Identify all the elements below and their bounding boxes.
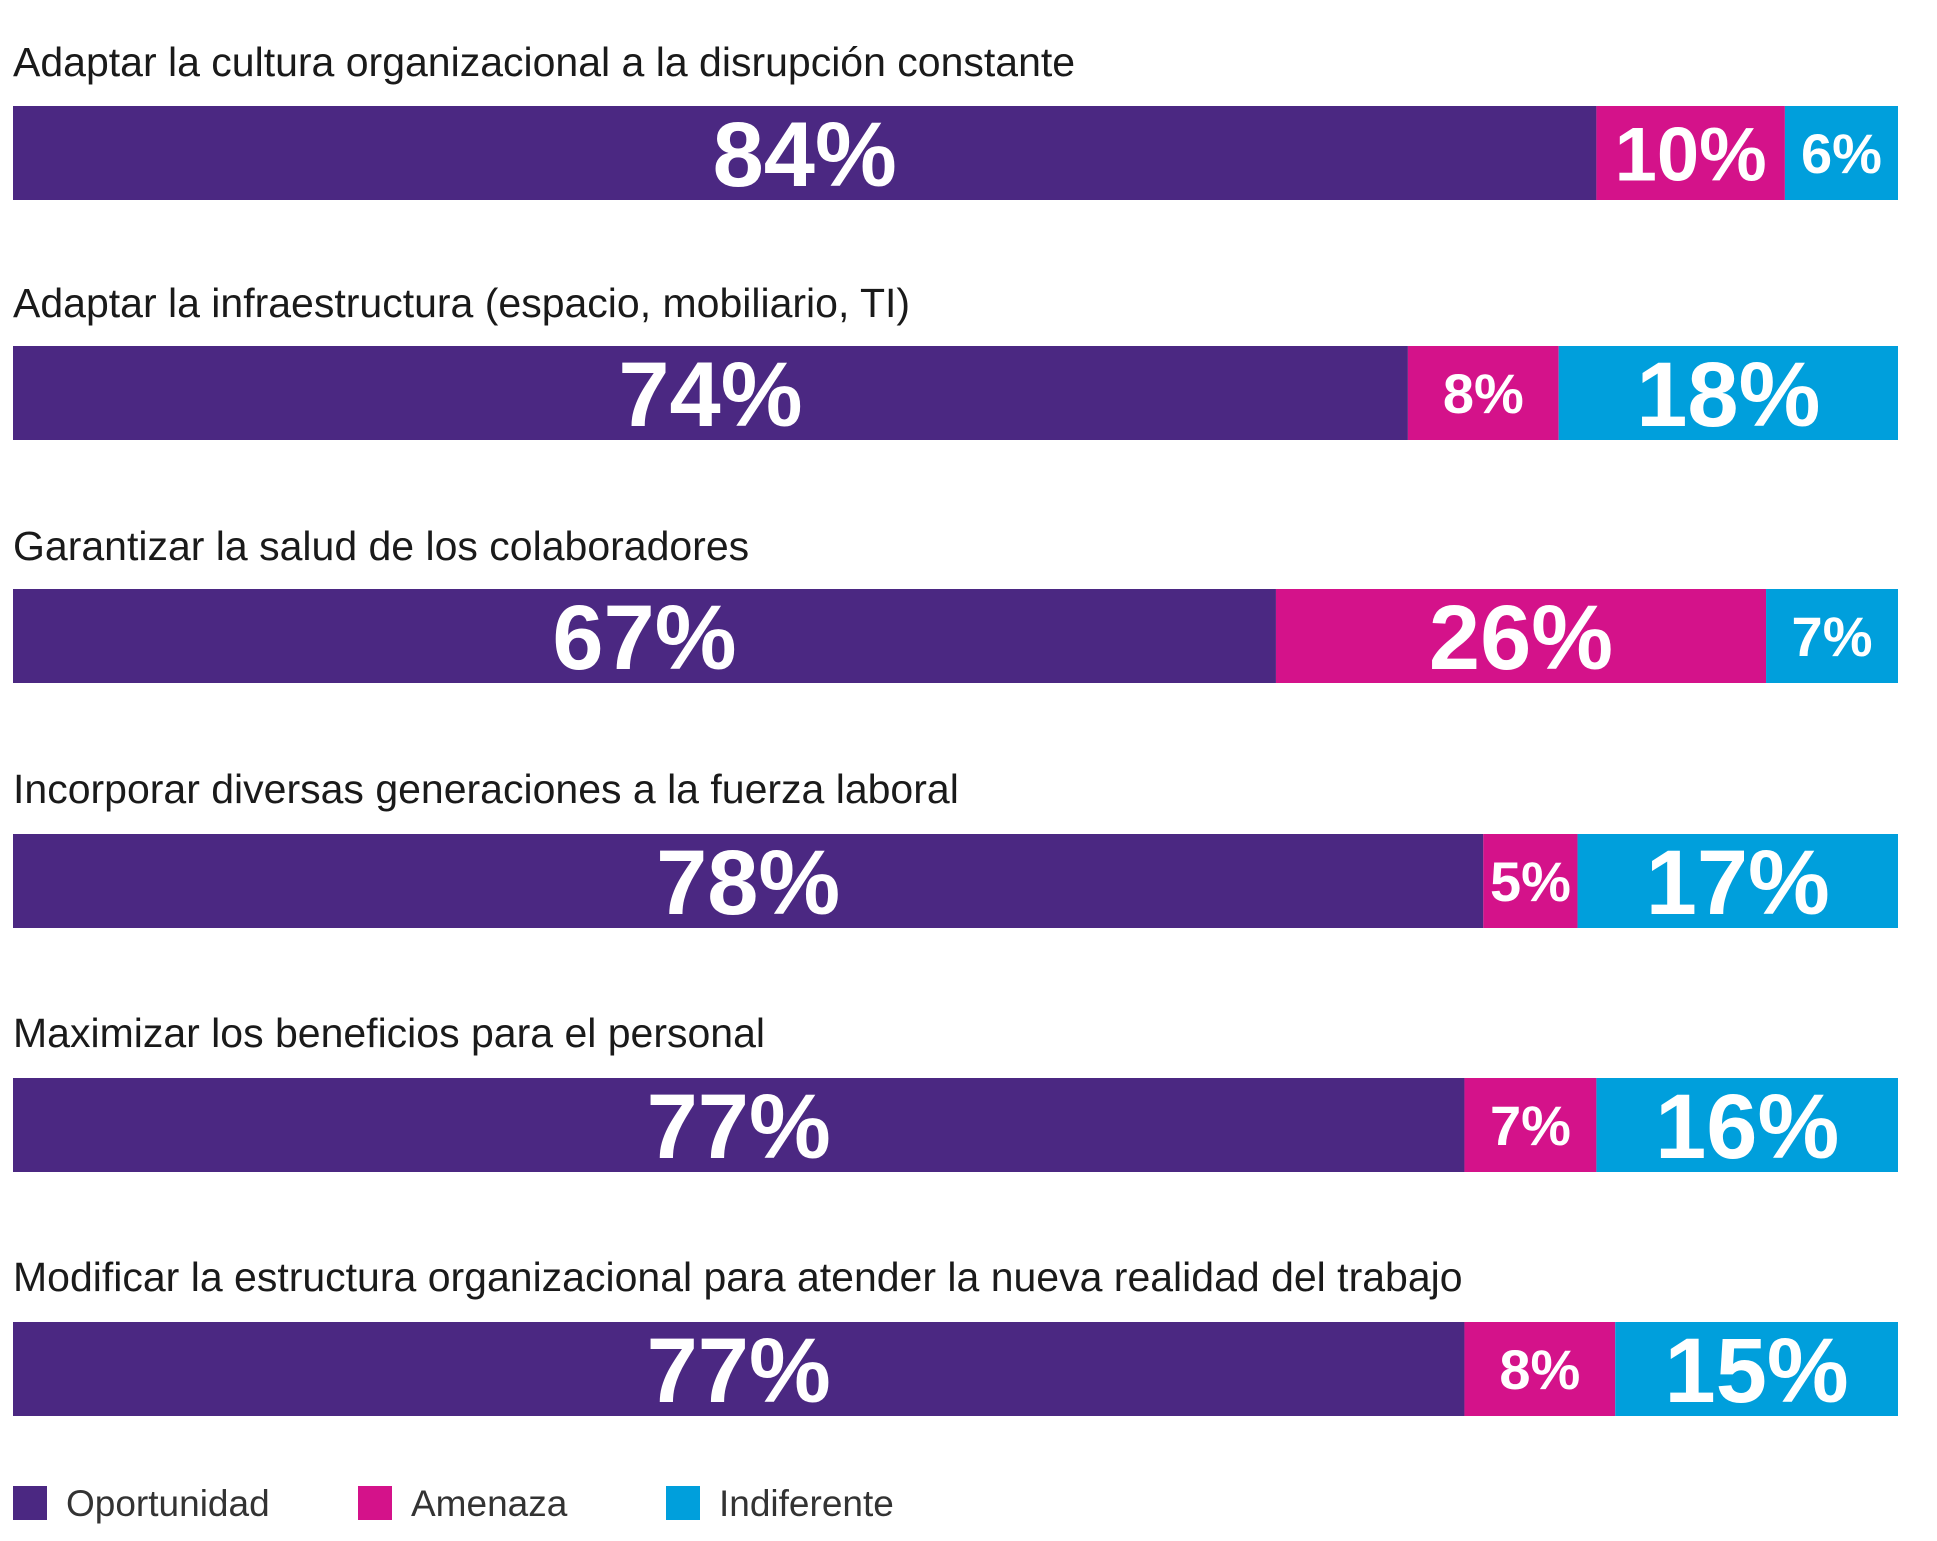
bar-segment-indiferente xyxy=(1577,834,1898,928)
bar-segment-oportunidad xyxy=(13,106,1597,200)
bar-segment-indiferente xyxy=(1766,589,1898,683)
legend-item-indiferente: Indiferente xyxy=(666,1483,894,1524)
data-label: 74% xyxy=(618,344,802,446)
data-label: 8% xyxy=(1443,362,1524,425)
bar-segment-amenaza xyxy=(1464,1322,1616,1416)
legend-swatch xyxy=(666,1486,700,1520)
data-label: 7% xyxy=(1490,1094,1571,1157)
data-label: 18% xyxy=(1636,344,1820,446)
category-label: Adaptar la infraestructura (espacio, mob… xyxy=(13,280,910,326)
legend-swatch xyxy=(358,1486,392,1520)
data-label: 67% xyxy=(552,587,736,689)
bar-segment-amenaza xyxy=(1596,106,1785,200)
bar-segment-amenaza xyxy=(1275,589,1767,683)
data-label: 15% xyxy=(1665,1320,1849,1422)
bar-segment-indiferente xyxy=(1558,346,1898,440)
data-label: 5% xyxy=(1490,850,1571,913)
category-label: Maximizar los beneficios para el persona… xyxy=(13,1010,765,1056)
data-label: 17% xyxy=(1646,832,1830,934)
bar-segment-indiferente xyxy=(1596,1078,1898,1172)
category-label: Modificar la estructura organizacional p… xyxy=(13,1254,1463,1300)
bar-segment-oportunidad xyxy=(13,346,1408,440)
category-label: Garantizar la salud de los colaboradores xyxy=(13,523,749,569)
bar-segment-oportunidad xyxy=(13,1322,1465,1416)
data-label: 6% xyxy=(1801,122,1882,185)
legend-label: Oportunidad xyxy=(66,1483,270,1524)
bar-segment-indiferente xyxy=(1615,1322,1898,1416)
data-label: 77% xyxy=(647,1076,831,1178)
bar-segment-oportunidad xyxy=(13,834,1484,928)
data-label: 8% xyxy=(1499,1338,1580,1401)
data-label: 16% xyxy=(1655,1076,1839,1178)
legend-item-oportunidad: Oportunidad xyxy=(13,1483,270,1524)
data-label: 7% xyxy=(1792,605,1873,668)
legend-swatch xyxy=(13,1486,47,1520)
legend-item-amenaza: Amenaza xyxy=(358,1483,568,1524)
bar-segment-indiferente xyxy=(1784,106,1898,200)
bar-segment-oportunidad xyxy=(13,589,1276,683)
data-label: 78% xyxy=(656,832,840,934)
bar-segment-amenaza xyxy=(1483,834,1578,928)
legend-label: Amenaza xyxy=(411,1483,568,1524)
bar-segment-amenaza xyxy=(1407,346,1559,440)
bar-segment-amenaza xyxy=(1464,1078,1597,1172)
data-label: 84% xyxy=(713,104,897,206)
category-label: Adaptar la cultura organizacional a la d… xyxy=(13,39,1075,85)
data-label: 10% xyxy=(1615,112,1767,197)
legend-label: Indiferente xyxy=(719,1483,894,1524)
category-label: Incorporar diversas generaciones a la fu… xyxy=(13,766,959,812)
bar-segment-oportunidad xyxy=(13,1078,1465,1172)
data-label: 77% xyxy=(647,1320,831,1422)
data-label: 26% xyxy=(1429,587,1613,689)
